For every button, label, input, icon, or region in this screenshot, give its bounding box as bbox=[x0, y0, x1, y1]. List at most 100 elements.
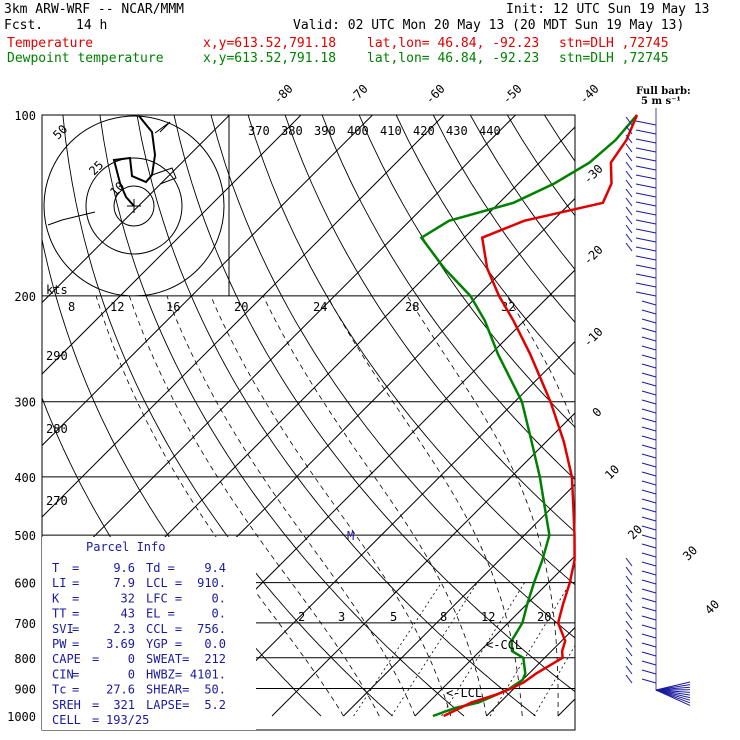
pressure-tick-label: 400 bbox=[14, 471, 36, 485]
pressure-tick-label: 1000 bbox=[7, 710, 36, 724]
mixing-ratio-label: 8 bbox=[440, 610, 447, 624]
isotherm-label: 0 bbox=[590, 405, 605, 420]
wind-barb bbox=[641, 399, 657, 405]
parcel-equals: = bbox=[72, 607, 79, 621]
wind-barb bbox=[635, 219, 657, 225]
parcel-info-row: CIN= 0 HWBZ= 4101. bbox=[52, 667, 226, 681]
temperature-legend: Temperature bbox=[7, 36, 94, 51]
parcel-equals: = bbox=[72, 576, 79, 590]
pressure-tick-label: 900 bbox=[14, 682, 36, 696]
parcel-param-value: 910. bbox=[197, 576, 226, 590]
isotherm-label: 10 bbox=[602, 462, 622, 482]
moist-adiabat bbox=[326, 295, 523, 717]
temperature-line bbox=[443, 114, 639, 718]
mixing-ratio-line bbox=[441, 582, 525, 717]
wind-barb bbox=[625, 602, 633, 612]
wind-barb bbox=[635, 273, 657, 279]
wind-barb bbox=[625, 575, 633, 585]
wind-barb bbox=[625, 566, 633, 576]
parcel-param-label: Tc bbox=[52, 683, 66, 697]
wind-barbs bbox=[625, 116, 691, 706]
wind-barb bbox=[625, 629, 633, 639]
mixing-ratio-line bbox=[391, 582, 478, 717]
wind-barb bbox=[635, 183, 657, 189]
pressure-tick-label: 100 bbox=[14, 109, 36, 123]
pressure-tick-label: 300 bbox=[14, 396, 36, 410]
theta-label: 380 bbox=[281, 124, 303, 138]
wind-barb bbox=[641, 381, 657, 387]
wind-barb bbox=[641, 336, 657, 342]
moist-adiabat bbox=[701, 296, 740, 716]
parcel-param-label: K bbox=[52, 591, 60, 605]
parcel-param-label: CCL = bbox=[146, 622, 182, 636]
wind-barb bbox=[625, 125, 633, 135]
parcel-param-label: CAPE bbox=[52, 652, 81, 666]
m-marker: M bbox=[347, 529, 354, 543]
wind-barb bbox=[641, 444, 657, 450]
hodograph-speed-label: 8 bbox=[68, 300, 75, 314]
hodograph-ring-10 bbox=[113, 185, 155, 227]
moist-adiabat bbox=[621, 296, 655, 716]
wind-barb bbox=[625, 161, 633, 171]
parcel-param-value: 0. bbox=[212, 607, 226, 621]
parcel-info-panel: Parcel Info T = 9.6 Td = 9.4LI = 7.9 LCL = 910.K… bbox=[42, 537, 256, 730]
wind-barb bbox=[641, 363, 657, 369]
dry-adiabat bbox=[656, 115, 740, 716]
wind-barb bbox=[635, 210, 657, 216]
isotherm-line bbox=[414, 555, 575, 717]
wind-barb bbox=[635, 201, 657, 207]
isotherm-line bbox=[42, 115, 302, 375]
dry-adiabat bbox=[284, 115, 575, 533]
parcel-info-row: T = 9.6 Td = 9.4 bbox=[52, 561, 226, 575]
parcel-param-value: 3.69 bbox=[106, 637, 135, 651]
lcl-marker: <-LCL bbox=[446, 686, 482, 700]
wind-barb bbox=[625, 593, 633, 603]
dewpoint-latlon: lat,lon= 46.84, -92.23 bbox=[367, 51, 540, 66]
dewpoint-line bbox=[419, 114, 638, 718]
dry-adiabat bbox=[395, 115, 575, 376]
dry-adiabat bbox=[693, 115, 740, 716]
parcel-info-title: Parcel Info bbox=[86, 540, 165, 554]
isotherm-label: -80 bbox=[271, 82, 296, 107]
theta-label: 400 bbox=[347, 124, 369, 138]
wind-barb bbox=[625, 647, 633, 657]
pressure-tick-label: 200 bbox=[14, 290, 36, 304]
wind-barb bbox=[625, 143, 633, 153]
wind-barb bbox=[641, 597, 657, 603]
wind-barb bbox=[641, 624, 657, 630]
wind-barb bbox=[655, 689, 691, 706]
parcel-param-value: 27.6 bbox=[106, 683, 135, 697]
mixing-ratio-line bbox=[353, 582, 442, 717]
parcel-param-label: SWEAT= bbox=[146, 652, 189, 666]
temperature-xy: x,y=613.52,791.18 bbox=[203, 36, 337, 51]
parcel-param-value: 2.3 bbox=[113, 622, 135, 636]
isotherm-label: 40 bbox=[702, 597, 722, 617]
parcel-info-row: CELL = 193/25 bbox=[52, 713, 149, 727]
hodograph-trace bbox=[112, 115, 157, 207]
wind-barb bbox=[641, 507, 657, 513]
theta-label: 410 bbox=[380, 124, 402, 138]
wind-barb bbox=[641, 480, 657, 486]
wind-barb bbox=[635, 264, 657, 270]
isotherm-line bbox=[343, 483, 575, 717]
init-time: Init: 12 UTC Sun 19 May 13 bbox=[506, 2, 710, 17]
dry-adiabat bbox=[173, 115, 575, 693]
parcel-param-value: 9.4 bbox=[204, 561, 226, 575]
parcel-param-label: Td = bbox=[146, 561, 175, 575]
wind-barb bbox=[635, 120, 657, 126]
wind-barb bbox=[625, 242, 633, 252]
theta-label: 370 bbox=[248, 124, 270, 138]
ccl-marker: <-CCL bbox=[486, 638, 522, 652]
parcel-param-label: SHEAR= bbox=[146, 683, 189, 697]
parcel-param-value: 321 bbox=[113, 698, 135, 712]
wind-barb bbox=[641, 615, 657, 621]
parcel-param-label: HWBZ= bbox=[146, 667, 182, 681]
theta-label: 280 bbox=[46, 422, 68, 436]
wind-barb bbox=[641, 570, 657, 576]
wind-barb bbox=[641, 318, 657, 324]
wind-barb bbox=[641, 408, 657, 414]
parcel-param-label: SREH bbox=[52, 698, 81, 712]
isotherm-label: -70 bbox=[346, 82, 371, 107]
barb-legend-title: Full barb: bbox=[636, 86, 691, 97]
parcel-equals: = bbox=[72, 637, 79, 651]
